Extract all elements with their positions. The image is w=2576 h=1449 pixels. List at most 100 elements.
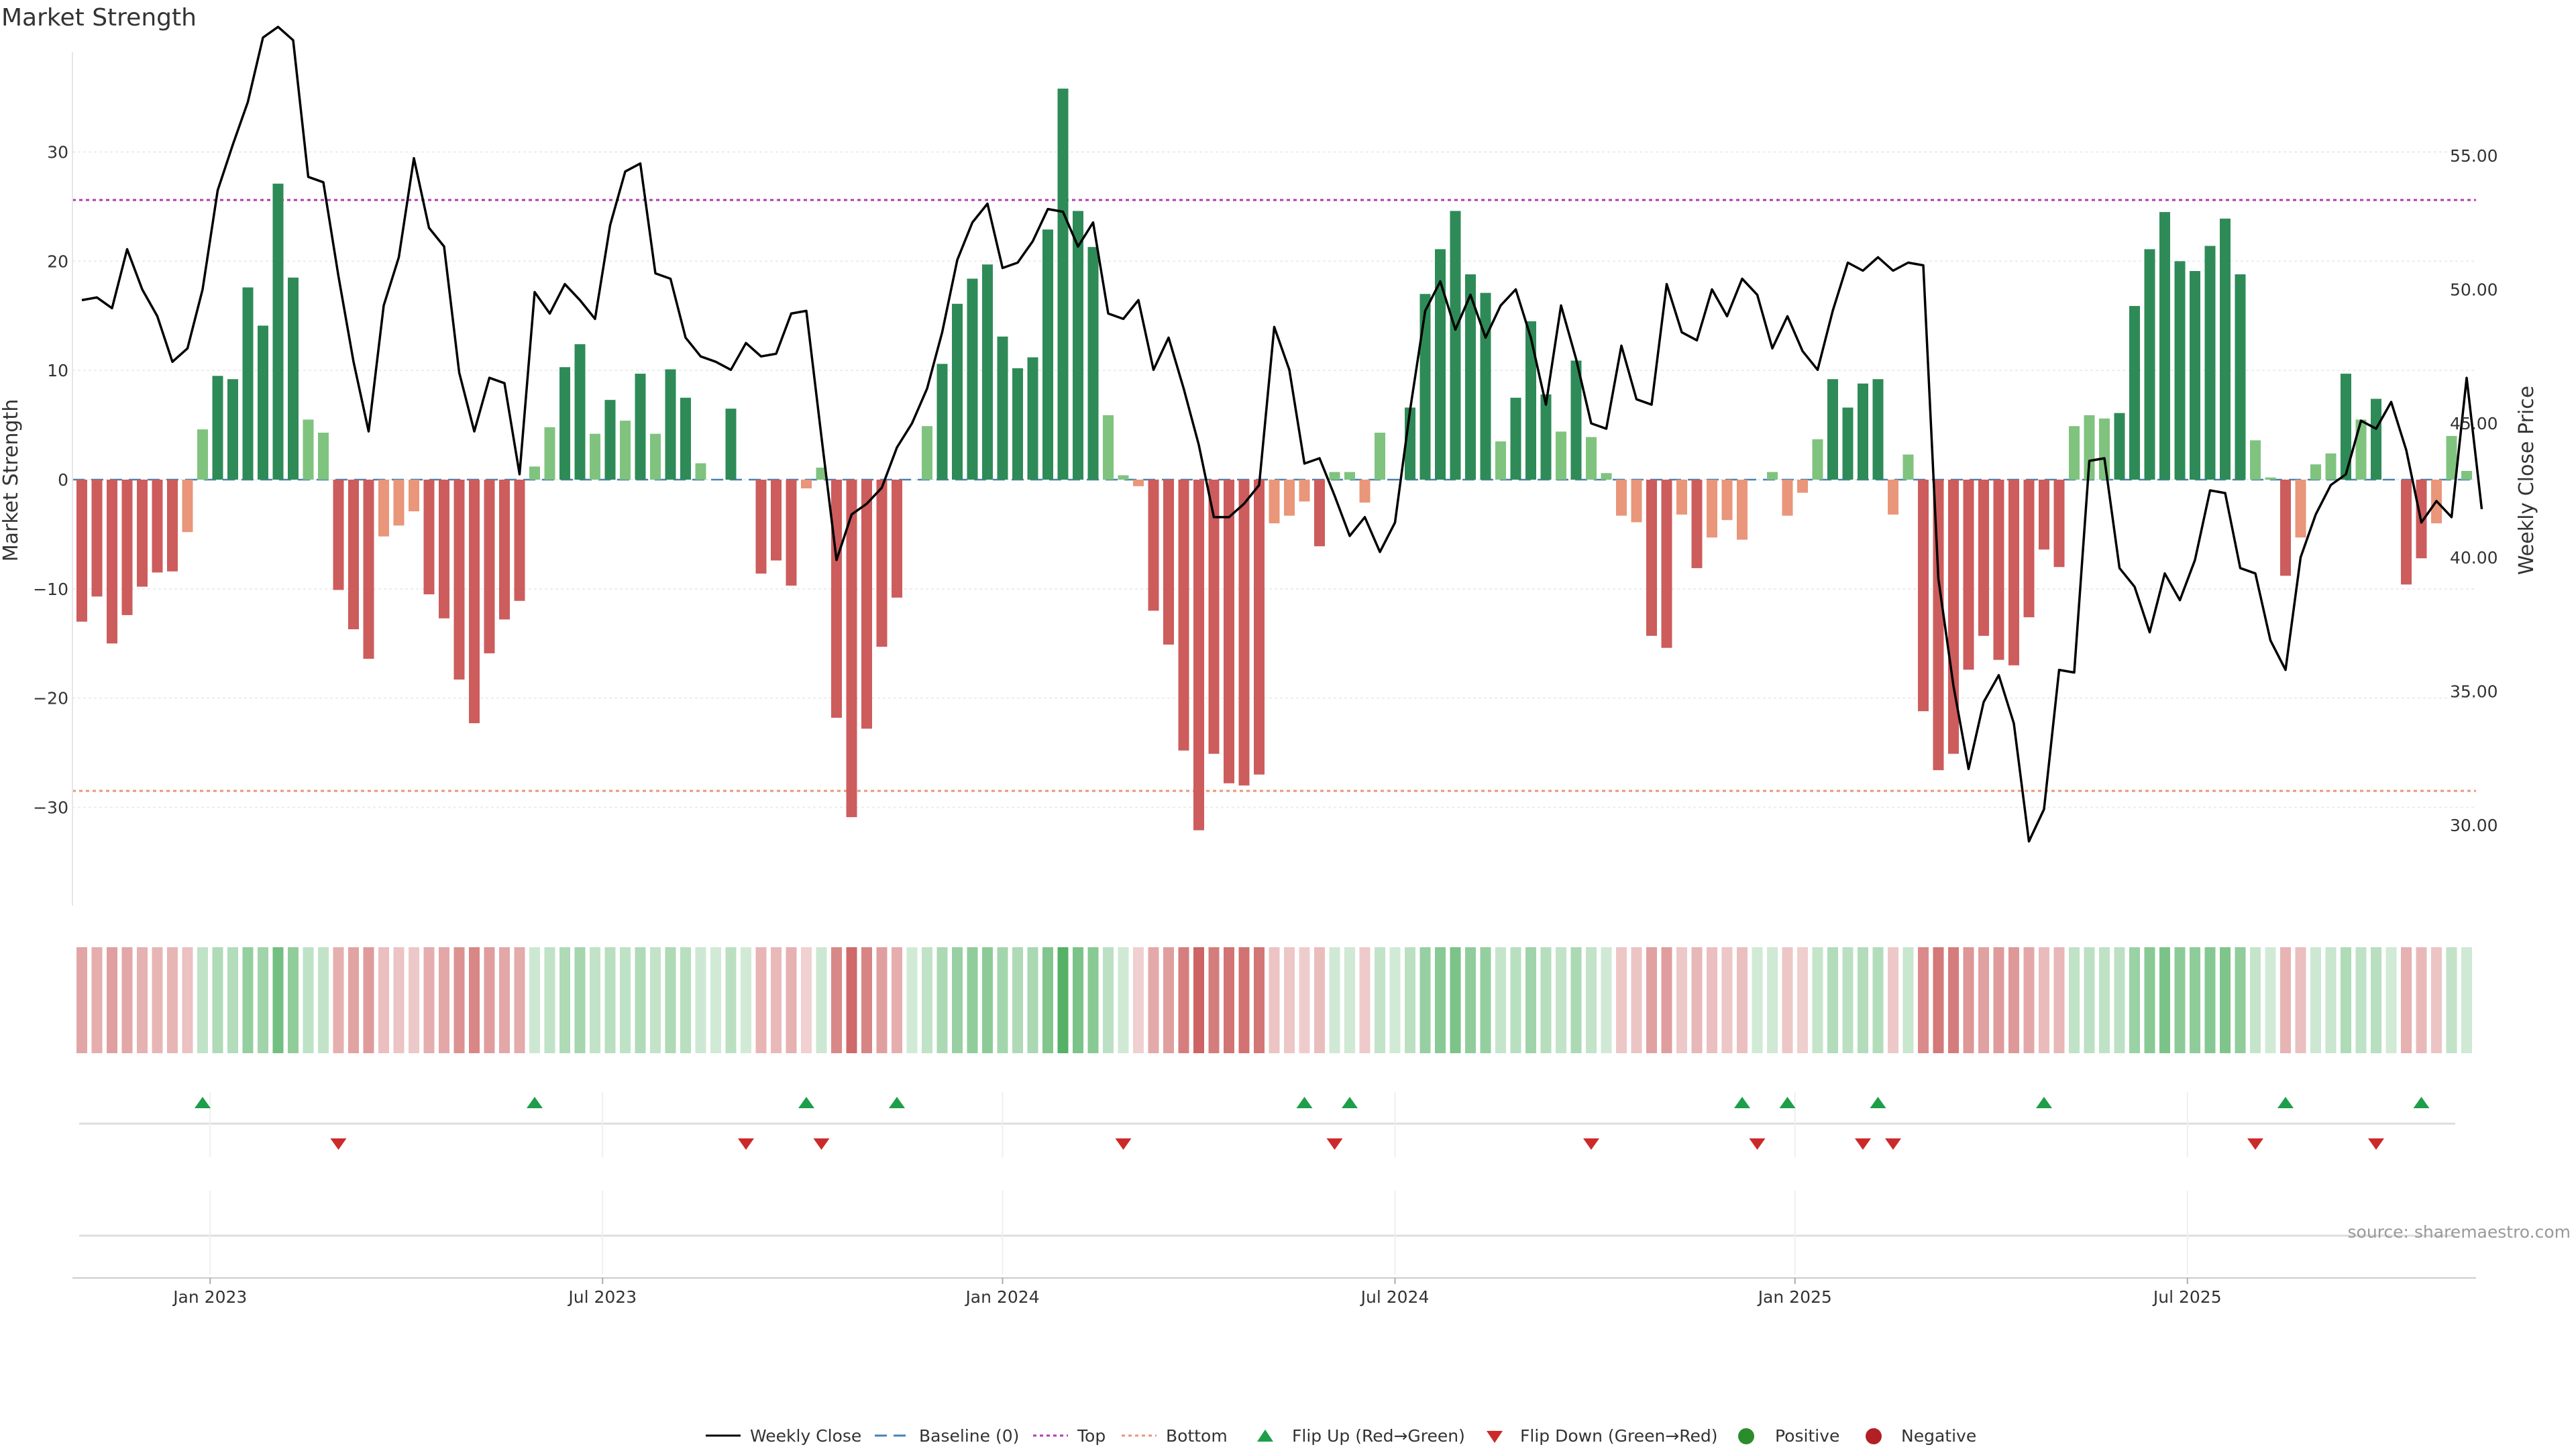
strength-bar	[1299, 480, 1310, 502]
heat-cell	[453, 947, 465, 1053]
strength-bar	[2008, 480, 2019, 665]
strength-bar	[635, 374, 646, 480]
flip-down-marker	[330, 1138, 347, 1150]
heat-cell	[846, 947, 857, 1053]
heat-cell	[1073, 947, 1083, 1053]
strength-bar	[1419, 294, 1431, 480]
legend-baseline: Baseline (0)	[919, 1426, 1019, 1446]
strength-bar	[1042, 229, 1053, 480]
strength-bar	[755, 480, 767, 574]
heat-cell	[1601, 947, 1612, 1053]
strength-bar	[514, 480, 525, 601]
strength-bar	[936, 364, 948, 480]
strength-bar	[2250, 440, 2261, 480]
heat-cell	[2235, 947, 2246, 1053]
heat-cell	[861, 947, 872, 1053]
heat-cell	[1254, 947, 1265, 1053]
heat-cell	[1118, 947, 1129, 1053]
heat-cell	[2431, 947, 2442, 1053]
heat-cell	[1540, 947, 1552, 1053]
strength-bar	[2099, 418, 2110, 480]
legend-flip-up-icon	[1257, 1430, 1273, 1442]
strength-bar	[484, 480, 495, 653]
heat-cell	[997, 947, 1008, 1053]
heat-cell	[2190, 947, 2200, 1053]
legend-weekly-close: Weekly Close	[750, 1426, 861, 1446]
heat-cell	[590, 947, 600, 1053]
x-tick-label: Jan 2023	[172, 1287, 247, 1307]
heat-cell	[1586, 947, 1597, 1053]
heat-cell	[755, 947, 767, 1053]
strength-bar	[469, 480, 480, 724]
flip-up-marker	[1342, 1097, 1358, 1108]
strength-bar	[1193, 480, 1204, 830]
strength-bar	[2341, 374, 2351, 480]
heat-cell	[499, 947, 510, 1053]
strength-bar	[1661, 480, 1672, 648]
heat-cell	[469, 947, 480, 1053]
heat-cell	[529, 947, 540, 1053]
strength-bar	[1646, 480, 1657, 636]
strength-bar	[2114, 413, 2125, 480]
strength-bar	[2084, 415, 2095, 480]
strength-bar	[1782, 480, 1793, 516]
left-tick-label: 30	[47, 143, 68, 162]
strength-bar	[2355, 419, 2367, 480]
heat-cell	[2446, 947, 2457, 1053]
strength-bar	[1570, 360, 1582, 480]
strength-heat-strip	[76, 947, 2472, 1053]
heat-cell	[1782, 947, 1793, 1053]
heat-cell	[1178, 947, 1189, 1053]
heat-cell	[1752, 947, 1763, 1053]
heat-cell	[242, 947, 254, 1053]
flip-down-marker	[813, 1138, 830, 1150]
flip-up-marker	[195, 1097, 211, 1108]
heat-cell	[1676, 947, 1687, 1053]
strength-bar	[1556, 431, 1566, 480]
strength-bar	[1812, 439, 1823, 480]
heat-cell	[2280, 947, 2291, 1053]
strength-bar	[574, 344, 586, 480]
strength-bar	[1616, 480, 1627, 516]
strength-bar	[1872, 379, 1884, 480]
strength-bar	[1767, 472, 1778, 480]
strength-bar	[1933, 480, 1944, 771]
strength-bar	[1963, 480, 1974, 670]
strength-bar	[152, 480, 163, 573]
heat-cell	[1405, 947, 1415, 1053]
heat-cell	[816, 947, 827, 1053]
heat-cell	[2461, 947, 2472, 1053]
heat-cell	[393, 947, 405, 1053]
heat-cell	[1435, 947, 1446, 1053]
strength-bar	[1284, 480, 1295, 516]
heat-cell	[710, 947, 721, 1053]
heat-cell	[107, 947, 117, 1053]
strength-bar	[2204, 246, 2216, 480]
heat-cell	[258, 947, 268, 1053]
flip-up-marker	[2036, 1097, 2052, 1108]
strength-bar	[1525, 321, 1536, 480]
strength-bar	[1344, 472, 1355, 480]
strength-bar	[620, 421, 631, 480]
heat-cell	[2008, 947, 2019, 1053]
heat-cell	[423, 947, 435, 1053]
heat-cell	[2355, 947, 2367, 1053]
heat-cell	[1208, 947, 1220, 1053]
heat-cell	[952, 947, 963, 1053]
heat-cell	[2416, 947, 2427, 1053]
flip-down-marker	[1749, 1138, 1766, 1150]
strength-bar	[1631, 480, 1642, 523]
strength-bar	[2310, 464, 2321, 480]
strength-bar	[1691, 480, 1703, 568]
heat-cell	[2310, 947, 2321, 1053]
heat-cell	[2295, 947, 2306, 1053]
strength-bar	[1540, 394, 1552, 480]
strength-bar	[303, 419, 314, 480]
strength-bar	[695, 463, 706, 480]
strength-bar	[182, 480, 193, 533]
heat-cell	[1087, 947, 1099, 1053]
heat-cell	[2144, 947, 2155, 1053]
strength-bar	[1329, 472, 1340, 480]
strength-bar	[2235, 274, 2246, 480]
strength-bar	[665, 369, 676, 480]
